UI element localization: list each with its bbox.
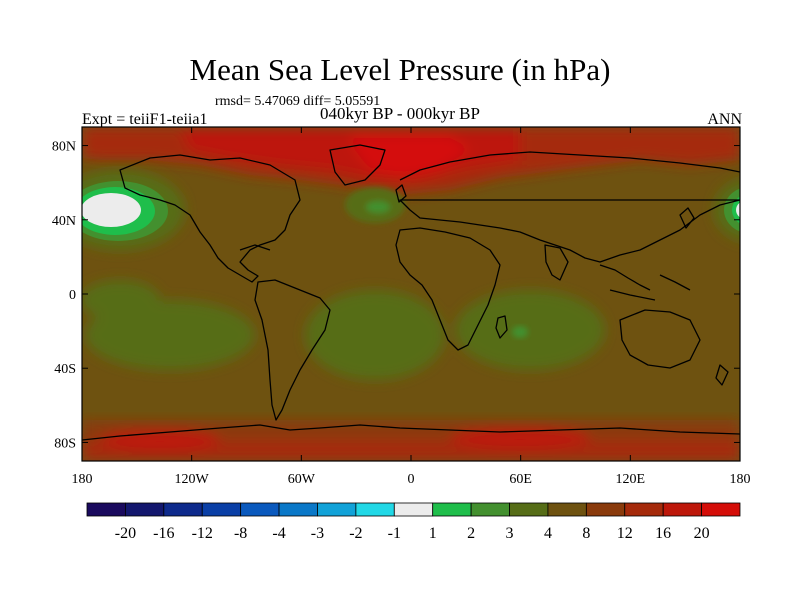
antarctic-high-region (82, 420, 740, 461)
colorbar-swatch (585, 502, 626, 517)
colorbar-label: 8 (582, 525, 590, 542)
colorbar-label: 12 (617, 525, 633, 542)
colorbar-label: 16 (655, 525, 671, 542)
y-tick-label: 80S (54, 436, 76, 451)
colorbar-swatch (432, 502, 472, 517)
y-tick-label: 0 (69, 288, 76, 303)
map-title: Mean Sea Level Pressure (in hPa) (189, 52, 611, 87)
colorbar: -20 -16 -12 -8 -4 -3 -2 -1 1 2 3 4 8 12 16 20 (86, 502, 741, 542)
southern-ocean-lows (82, 280, 605, 380)
colorbar-label: 4 (544, 525, 552, 542)
colorbar-swatch (163, 502, 203, 517)
y-tick-label: 40S (54, 362, 76, 377)
experiment-label: Expt = teiiF1-teiia1 (82, 111, 208, 128)
colorbar-label: 2 (467, 525, 475, 542)
colorbar-label: -4 (272, 525, 285, 542)
colorbar-label: 1 (429, 525, 437, 542)
colorbar-label: 3 (506, 525, 514, 542)
colorbar-label: -2 (349, 525, 362, 542)
map-field (82, 127, 740, 461)
north-atlantic-low (345, 187, 405, 223)
colorbar-swatch (317, 502, 357, 517)
colorbar-swatch (125, 502, 165, 517)
map-subtitle: 040kyr BP - 000kyr BP (320, 104, 480, 123)
colorbar-label: -12 (192, 525, 213, 542)
y-tick-label: 80N (52, 140, 76, 155)
colorbar-label: -1 (388, 525, 401, 542)
north-pacific-low-east (714, 179, 740, 241)
stats-label: rmsd= 5.47069 diff= 5.05591 (215, 94, 381, 109)
north-pacific-low-west (82, 170, 185, 250)
colorbar-label: -20 (115, 525, 136, 542)
colorbar-label: -16 (153, 525, 174, 542)
colorbar-swatch (624, 502, 664, 517)
colorbar-swatch (470, 502, 510, 517)
colorbar-swatch (278, 502, 318, 517)
colorbar-swatch (240, 502, 280, 517)
colorbar-swatch (393, 502, 434, 517)
x-tick-label: 180 (730, 472, 751, 487)
x-tick-label: 120W (175, 472, 210, 487)
colorbar-swatch (547, 502, 587, 517)
x-axis: 180 120W 60W 0 60E 120E 180 (72, 127, 751, 487)
colorbar-label: -8 (234, 525, 247, 542)
x-tick-label: 180 (72, 472, 93, 487)
arctic-high-region (82, 127, 740, 195)
colorbar-swatch (86, 502, 126, 517)
x-tick-label: 120E (616, 472, 646, 487)
colorbar-swatch (701, 502, 741, 517)
y-tick-label: 40N (52, 214, 76, 229)
colorbar-label: -3 (311, 525, 324, 542)
colorbar-swatch (355, 502, 395, 517)
colorbar-swatch (201, 502, 242, 517)
southern-ocean-inner (512, 326, 528, 338)
season-label: ANN (707, 111, 742, 128)
colorbar-label: 20 (694, 525, 710, 542)
y-axis: 80N 40N 0 40S 80S (52, 140, 740, 451)
x-tick-label: 60E (509, 472, 532, 487)
colorbar-swatch (509, 502, 549, 517)
x-tick-label: 0 (408, 472, 415, 487)
coastlines (82, 144, 740, 441)
x-tick-label: 60W (288, 472, 316, 487)
colorbar-swatch (662, 502, 702, 517)
